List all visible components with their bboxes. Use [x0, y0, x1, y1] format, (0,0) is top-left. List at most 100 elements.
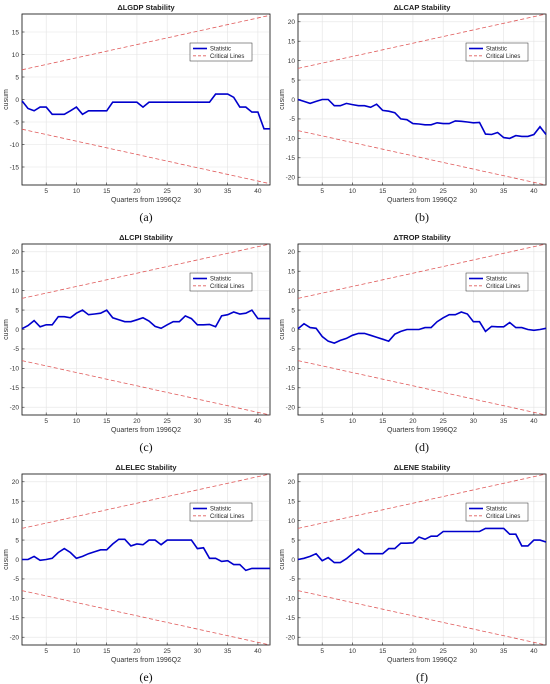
y-tick-label: -5: [13, 346, 19, 353]
x-tick-label: 30: [470, 188, 478, 195]
x-tick-label: 15: [103, 648, 111, 655]
y-tick-label: 15: [288, 269, 296, 276]
legend-box: [465, 272, 529, 292]
y-tick-label: 10: [288, 288, 296, 295]
y-tick-label: 10: [288, 58, 296, 65]
x-tick-label: 10: [73, 418, 81, 425]
lower-critical-line: [21, 360, 271, 416]
statistic-line: [297, 311, 547, 344]
y-tick-label: -5: [289, 116, 295, 123]
x-tick-label: 15: [379, 418, 387, 425]
panel-title: ΔTROP Stability: [393, 233, 451, 242]
lower-critical-line: [21, 128, 271, 185]
statistic-line: [21, 93, 270, 130]
y-tick-label: 0: [15, 97, 19, 104]
y-tick-label: 10: [12, 518, 20, 525]
panel-title: ΔLCAP Stability: [394, 3, 452, 12]
y-axis-label: cusum: [279, 549, 286, 570]
y-tick-label: -5: [13, 576, 19, 583]
upper-critical-line: [21, 243, 271, 299]
y-tick-label: 20: [288, 249, 296, 256]
y-tick-label: 20: [288, 19, 296, 26]
x-axis-label: Quarters from 1996Q2: [111, 197, 181, 204]
legend-box: [189, 502, 253, 522]
y-tick-label: 15: [12, 29, 20, 36]
x-tick-label: 15: [379, 648, 387, 655]
y-tick-label: 20: [12, 479, 20, 486]
panel-caption: (d): [415, 440, 429, 454]
x-tick-label: 40: [530, 418, 538, 425]
x-tick-label: 35: [224, 418, 232, 425]
legend-label-critical: Critical Lines: [210, 284, 244, 290]
x-tick-label: 10: [349, 418, 357, 425]
upper-critical-line: [297, 13, 547, 69]
x-tick-label: 5: [320, 648, 324, 655]
y-axis-label: cusum: [3, 549, 10, 570]
panel-title: ΔLGDP Stability: [117, 3, 175, 12]
y-axis-label: cusum: [3, 319, 10, 340]
chart-panel-6: 5 10 15 20 25 30 35 40 -20 -15 -10 -5 0 5 10 15 20 Statis…: [279, 463, 547, 684]
x-tick-label: 20: [409, 648, 417, 655]
x-tick-label: 5: [320, 418, 324, 425]
y-tick-label: 15: [288, 499, 296, 506]
y-tick-label: -20: [286, 635, 296, 642]
upper-critical-line: [297, 243, 547, 299]
x-tick-label: 35: [500, 188, 508, 195]
y-tick-label: -10: [286, 136, 296, 143]
chart-panel-4: 5 10 15 20 25 30 35 40 -20 -15 -10 -5 0 5 10 15 20 Statis…: [279, 233, 547, 454]
y-tick-label: 0: [291, 97, 295, 104]
x-tick-label: 20: [409, 418, 417, 425]
legend-label-critical: Critical Lines: [486, 514, 520, 520]
x-tick-label: 25: [164, 188, 172, 195]
x-tick-label: 40: [254, 418, 262, 425]
chart-panel-3: 5 10 15 20 25 30 35 40 -20 -15 -10 -5 0 5 10 15 20 Statis…: [3, 233, 271, 454]
chart-panel-2: 5 10 15 20 25 30 35 40 -20 -15 -10 -5 0 5 10 15 20 Statis…: [279, 3, 547, 224]
x-axis-label: Quarters from 1996Q2: [387, 427, 457, 434]
legend-label-statistic: Statistic: [210, 507, 231, 513]
chart-panel-5: 5 10 15 20 25 30 35 40 -20 -15 -10 -5 0 5 10 15 20 Statis…: [3, 463, 271, 684]
legend-label-statistic: Statistic: [486, 277, 507, 283]
legend-label-critical: Critical Lines: [486, 54, 520, 60]
y-tick-label: 10: [12, 52, 20, 59]
x-tick-label: 40: [254, 188, 262, 195]
x-tick-label: 40: [254, 648, 262, 655]
lower-critical-line: [297, 360, 547, 416]
y-axis-label: cusum: [3, 89, 10, 110]
legend-box: [465, 42, 529, 62]
legend-label-statistic: Statistic: [486, 507, 507, 513]
y-tick-label: 0: [291, 327, 295, 334]
y-tick-label: 0: [15, 327, 19, 334]
y-tick-label: -5: [289, 346, 295, 353]
upper-critical-line: [297, 473, 547, 529]
panel-title: ΔLCPI Stability: [119, 233, 174, 242]
x-tick-label: 15: [379, 188, 387, 195]
panel-caption: (b): [415, 210, 429, 224]
x-tick-label: 20: [133, 188, 141, 195]
x-tick-label: 10: [349, 188, 357, 195]
x-tick-label: 30: [194, 418, 202, 425]
legend-box: [189, 42, 253, 62]
x-tick-label: 40: [530, 188, 538, 195]
x-tick-label: 35: [500, 418, 508, 425]
y-tick-label: -10: [10, 366, 20, 373]
panel-title: ΔLELEC Stability: [115, 463, 177, 472]
y-tick-label: 5: [291, 77, 295, 84]
y-tick-label: -10: [286, 366, 296, 373]
legend-label-statistic: Statistic: [210, 277, 231, 283]
x-tick-label: 20: [133, 418, 141, 425]
x-tick-label: 5: [44, 188, 48, 195]
legend-label-critical: Critical Lines: [210, 514, 244, 520]
chart-panel-1: 5 10 15 20 25 30 35 40 -15 -10 -5 0 5 10 15 StatisticCr…: [3, 3, 271, 224]
y-tick-label: 5: [291, 537, 295, 544]
x-tick-label: 5: [44, 418, 48, 425]
y-tick-label: -15: [286, 155, 296, 162]
y-tick-label: 0: [15, 557, 19, 564]
y-tick-label: 5: [15, 74, 19, 81]
panel-caption: (e): [139, 670, 152, 684]
panel-caption: (a): [139, 210, 152, 224]
plot-frame: [21, 13, 271, 186]
lower-critical-line: [297, 590, 547, 646]
plot-frame: [297, 243, 547, 416]
